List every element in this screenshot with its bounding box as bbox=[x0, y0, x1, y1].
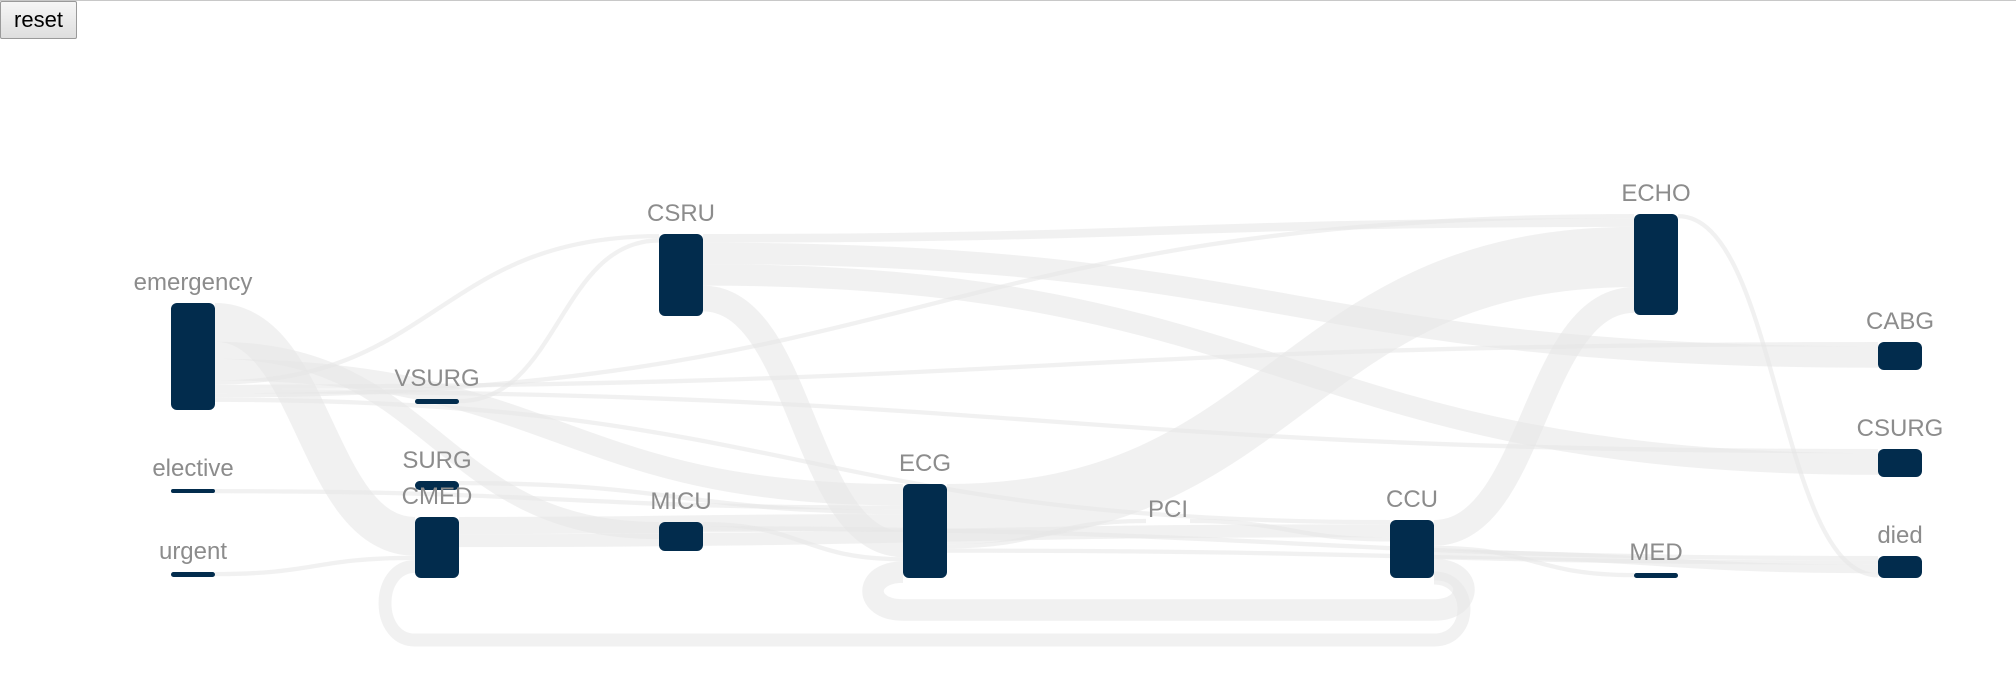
node-bar-med[interactable] bbox=[1634, 573, 1678, 578]
node-surg[interactable]: SURG bbox=[402, 447, 472, 490]
node-bar-cmed[interactable] bbox=[415, 517, 459, 578]
node-label-elective: elective bbox=[152, 455, 233, 482]
node-label-micu: MICU bbox=[650, 488, 711, 515]
node-micu[interactable]: MICU bbox=[650, 488, 712, 551]
node-vsurg[interactable]: VSURG bbox=[394, 365, 480, 404]
node-label-ecg: ECG bbox=[899, 450, 951, 477]
link-emergency-to-CSRU[interactable] bbox=[214, 234, 660, 385]
node-cmed[interactable]: CMED bbox=[402, 483, 473, 578]
link-ECHO-to-died[interactable] bbox=[1677, 214, 1879, 578]
node-urgent[interactable]: urgent bbox=[159, 538, 227, 577]
node-elective[interactable]: elective bbox=[152, 455, 234, 493]
node-cabg[interactable]: CABG bbox=[1866, 308, 1934, 370]
node-pci[interactable]: PCI bbox=[1148, 496, 1188, 523]
node-bar-died[interactable] bbox=[1878, 556, 1922, 578]
link-VSURG-to-CSRU[interactable] bbox=[458, 238, 660, 404]
link-CCU-to-died[interactable] bbox=[1433, 550, 1879, 574]
node-csurg[interactable]: CSURG bbox=[1857, 415, 1944, 477]
node-emergency[interactable]: emergency bbox=[134, 269, 253, 410]
node-died[interactable]: died bbox=[1877, 522, 1923, 578]
link-emergency-to-CCU[interactable] bbox=[214, 397, 1391, 525]
node-label-urgent: urgent bbox=[159, 538, 227, 565]
node-bar-csurg[interactable] bbox=[1878, 449, 1922, 477]
node-bar-elective[interactable] bbox=[171, 489, 215, 493]
node-label-echo: ECHO bbox=[1621, 180, 1690, 207]
node-bar-urgent[interactable] bbox=[171, 572, 215, 577]
link-PCI-to-CCU[interactable] bbox=[1189, 518, 1391, 542]
link-CCU-to-ECHO[interactable] bbox=[1432, 287, 1636, 546]
link-urgent-to-CMED[interactable] bbox=[214, 555, 416, 577]
link-emergency-to-CMED[interactable] bbox=[213, 303, 417, 556]
node-bar-ccu[interactable] bbox=[1390, 520, 1434, 578]
link-ECG-to-PCI[interactable] bbox=[946, 518, 1147, 549]
link-SURG-to-ECG[interactable] bbox=[458, 481, 904, 515]
node-bar-echo[interactable] bbox=[1634, 214, 1678, 315]
node-bar-ecg[interactable] bbox=[903, 484, 947, 578]
top-border bbox=[0, 0, 2016, 1]
sankey-links bbox=[213, 214, 1879, 647]
node-label-med: MED bbox=[1629, 539, 1682, 566]
node-bar-csru[interactable] bbox=[659, 234, 703, 316]
node-label-csurg: CSURG bbox=[1857, 415, 1944, 442]
link-CSRU-to-ECHO[interactable] bbox=[702, 218, 1635, 243]
node-label-cabg: CABG bbox=[1866, 308, 1934, 335]
node-label-died: died bbox=[1877, 522, 1922, 549]
node-label-pci: PCI bbox=[1148, 496, 1188, 523]
node-ccu[interactable]: CCU bbox=[1386, 486, 1438, 578]
node-bar-cabg[interactable] bbox=[1878, 342, 1922, 370]
reset-button[interactable]: reset bbox=[0, 1, 77, 39]
sankey-nodes: emergency elective urgent VSURG SURG CMED CSRU… bbox=[134, 180, 1944, 578]
node-label-emergency: emergency bbox=[134, 269, 253, 296]
node-label-csru: CSRU bbox=[647, 200, 715, 227]
link-CSRU-to-ECG[interactable] bbox=[701, 285, 905, 558]
node-echo[interactable]: ECHO bbox=[1621, 180, 1691, 315]
node-label-surg: SURG bbox=[402, 447, 471, 474]
node-med[interactable]: MED bbox=[1629, 539, 1683, 578]
node-csru[interactable]: CSRU bbox=[647, 200, 715, 316]
link-emergency-to-ECG[interactable] bbox=[214, 358, 904, 506]
link-CCU-to-MED[interactable] bbox=[1433, 545, 1635, 578]
node-bar-emergency[interactable] bbox=[171, 303, 215, 410]
node-bar-micu[interactable] bbox=[659, 522, 703, 551]
node-label-ccu: CCU bbox=[1386, 486, 1438, 513]
link-CCU-to-ECG[interactable] bbox=[862, 558, 1475, 621]
link-MICU-to-ECG[interactable] bbox=[702, 522, 904, 562]
link-ECG-to-ECHO[interactable] bbox=[946, 226, 1635, 545]
node-label-vsurg: VSURG bbox=[394, 365, 479, 392]
link-CCU-to-CMED[interactable] bbox=[378, 560, 1471, 647]
node-ecg[interactable]: ECG bbox=[899, 450, 951, 578]
node-label-cmed: CMED bbox=[402, 483, 473, 510]
link-CSRU-to-CABG[interactable] bbox=[702, 242, 1879, 368]
node-bar-vsurg[interactable] bbox=[415, 399, 459, 404]
node-bar-surg[interactable] bbox=[415, 481, 459, 490]
